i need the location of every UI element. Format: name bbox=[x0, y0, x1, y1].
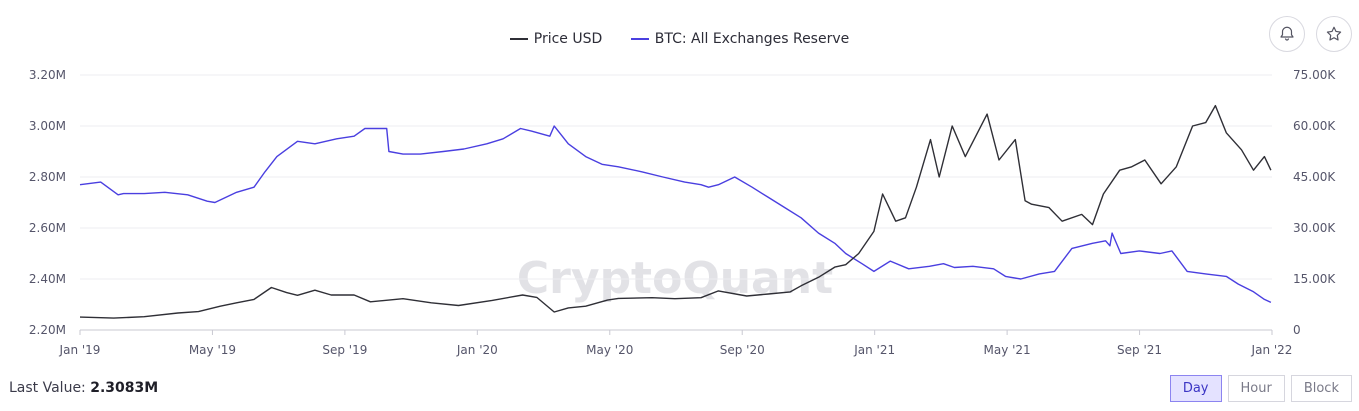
left-tick-label: 2.40M bbox=[29, 272, 66, 286]
bell-icon bbox=[1280, 26, 1294, 41]
legend-item-reserve[interactable]: BTC: All Exchanges Reserve bbox=[630, 31, 850, 47]
x-tick-label: Jan '21 bbox=[853, 343, 895, 357]
legend-label-reserve: BTC: All Exchanges Reserve bbox=[654, 31, 850, 47]
legend-label-price: Price USD bbox=[533, 31, 603, 47]
x-tick-label: May '20 bbox=[586, 343, 633, 357]
x-tick-label: Sep '20 bbox=[720, 343, 765, 357]
x-tick-label: Jan '20 bbox=[456, 343, 498, 357]
right-tick-label: 15.00K bbox=[1293, 272, 1336, 286]
right-tick-label: 30.00K bbox=[1293, 221, 1336, 235]
x-tick-label: May '19 bbox=[189, 343, 236, 357]
x-tick-label: Jan '22 bbox=[1251, 343, 1293, 357]
resolution-block-button[interactable]: Block bbox=[1290, 375, 1352, 402]
x-tick-label: Sep '19 bbox=[322, 343, 367, 357]
x-tick-label: Jan '19 bbox=[59, 343, 101, 357]
last-value-number: 2.3083M bbox=[90, 380, 159, 396]
x-tick-label: May '21 bbox=[984, 343, 1031, 357]
last-value-label: Last Value: bbox=[9, 380, 86, 396]
series-line-price bbox=[79, 104, 1272, 319]
alert-button[interactable] bbox=[1269, 16, 1305, 52]
star-icon bbox=[1326, 26, 1342, 41]
legend-item-price[interactable]: Price USD bbox=[509, 31, 603, 47]
left-tick-label: 3.00M bbox=[29, 119, 66, 133]
resolution-day-button[interactable]: Day bbox=[1169, 375, 1222, 402]
series-line-reserve bbox=[79, 125, 1272, 304]
resolution-selector: Day Hour Block bbox=[1164, 375, 1352, 402]
right-axis: 75.00K 60.00K 45.00K 30.00K 15.00K 0 bbox=[1293, 68, 1336, 337]
right-tick-label: 75.00K bbox=[1293, 68, 1336, 82]
legend-swatch-price bbox=[509, 38, 528, 40]
right-tick-label: 60.00K bbox=[1293, 119, 1336, 133]
chart-area: CryptoQuant 3.20M3.00M2.80M2.60M2.40M2.2… bbox=[29, 68, 1336, 357]
favorite-button[interactable] bbox=[1316, 16, 1352, 52]
last-value: Last Value: 2.3083M bbox=[9, 380, 158, 396]
left-axis: 3.20M 3.00M 2.80M 2.60M 2.40M 2.20M bbox=[29, 68, 66, 337]
left-tick-label: 2.80M bbox=[29, 170, 66, 184]
x-tick-label: Sep '21 bbox=[1117, 343, 1162, 357]
resolution-hour-button[interactable]: Hour bbox=[1227, 375, 1285, 402]
legend-swatch-reserve bbox=[630, 38, 649, 40]
chart-legend: Price USD BTC: All Exchanges Reserve bbox=[0, 28, 1359, 47]
left-tick-label: 2.60M bbox=[29, 221, 66, 235]
right-tick-label: 0 bbox=[1293, 323, 1301, 337]
left-tick-label: 3.20M bbox=[29, 68, 66, 82]
x-axis: Jan '19 May '19 Sep '19 Jan '20 May '20 Sep '… bbox=[59, 330, 1293, 357]
right-tick-label: 45.00K bbox=[1293, 170, 1336, 184]
grid bbox=[80, 74, 1272, 331]
left-tick-label: 2.20M bbox=[29, 323, 66, 337]
